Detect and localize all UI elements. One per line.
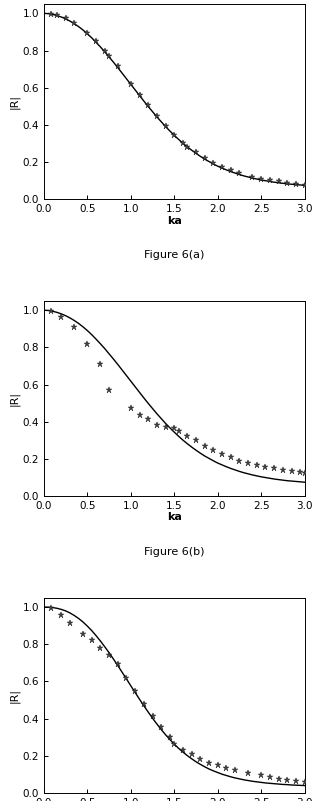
Y-axis label: |R|: |R|: [9, 391, 20, 406]
Y-axis label: |R|: |R|: [9, 95, 20, 109]
X-axis label: ka: ka: [167, 513, 182, 522]
Y-axis label: |R|: |R|: [9, 688, 20, 702]
Text: Figure 6(a): Figure 6(a): [144, 250, 204, 260]
Text: Figure 6(b): Figure 6(b): [144, 547, 204, 557]
X-axis label: ka: ka: [167, 215, 182, 226]
